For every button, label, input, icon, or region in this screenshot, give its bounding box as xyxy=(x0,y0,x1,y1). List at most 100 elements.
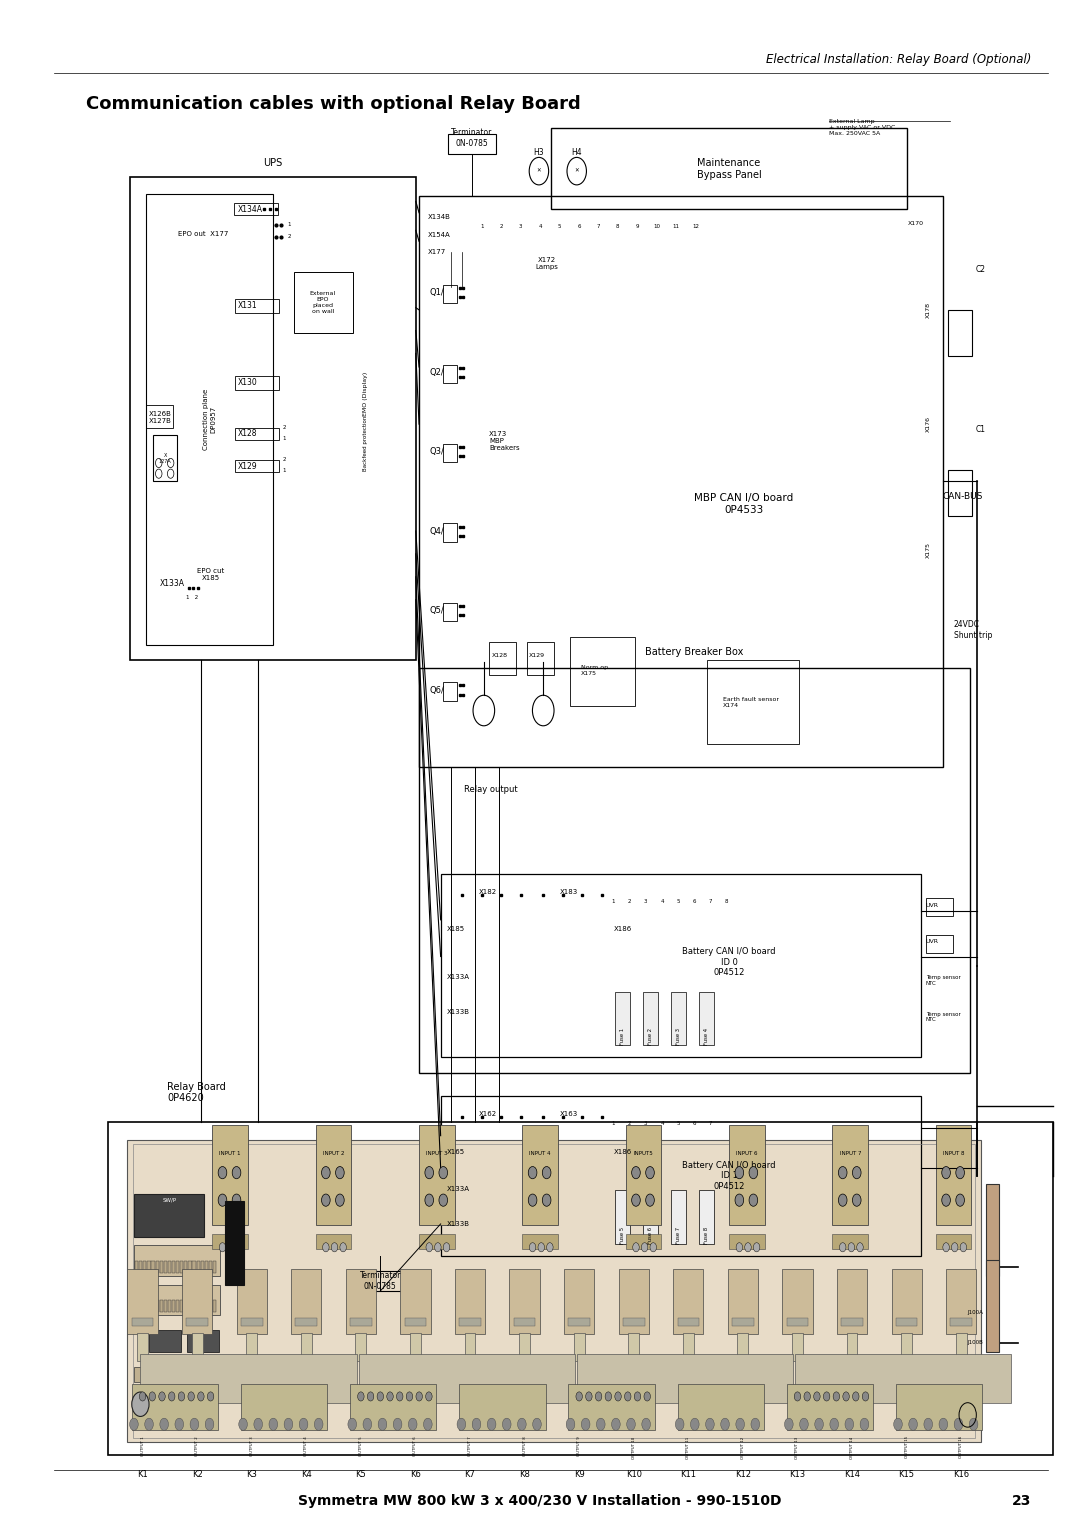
Text: OUTPUT 16: OUTPUT 16 xyxy=(959,1436,963,1458)
Bar xyxy=(185,1300,188,1313)
Bar xyxy=(350,1319,372,1326)
Bar xyxy=(208,1300,212,1313)
Circle shape xyxy=(626,1418,635,1430)
Text: Battery CAN I/O board
ID 0
0P4512: Battery CAN I/O board ID 0 0P4512 xyxy=(683,947,775,976)
Bar xyxy=(625,1125,661,1224)
Bar xyxy=(130,177,416,660)
Circle shape xyxy=(178,1392,185,1401)
Text: X128: X128 xyxy=(238,429,257,439)
Text: 6: 6 xyxy=(577,225,581,229)
Text: INPUT 6: INPUT 6 xyxy=(737,1151,758,1155)
Bar xyxy=(147,1261,150,1273)
Text: Fuse 8: Fuse 8 xyxy=(704,1227,708,1244)
Text: INPUT 4: INPUT 4 xyxy=(529,1151,551,1155)
Bar xyxy=(443,524,457,542)
Bar xyxy=(176,1261,179,1273)
Text: X129: X129 xyxy=(529,652,545,659)
Bar xyxy=(127,1140,981,1442)
Bar xyxy=(212,1125,248,1224)
Circle shape xyxy=(956,1193,964,1206)
Circle shape xyxy=(188,1392,194,1401)
Text: Q5/: Q5/ xyxy=(430,607,445,616)
Text: Q3/: Q3/ xyxy=(430,448,445,457)
Bar xyxy=(192,1334,203,1361)
Bar xyxy=(167,1261,171,1273)
Text: X178: X178 xyxy=(927,303,931,318)
Text: OUTPUT 11: OUTPUT 11 xyxy=(686,1436,690,1459)
Bar xyxy=(699,992,714,1045)
Bar xyxy=(225,1201,244,1285)
Bar xyxy=(986,1184,999,1276)
Text: 7: 7 xyxy=(708,1120,713,1126)
Circle shape xyxy=(823,1392,829,1401)
Bar xyxy=(519,1334,530,1361)
Bar xyxy=(144,1300,147,1313)
Bar xyxy=(707,660,799,744)
Text: K9: K9 xyxy=(573,1470,584,1479)
Circle shape xyxy=(205,1418,214,1430)
Circle shape xyxy=(833,1392,839,1401)
Bar xyxy=(443,365,457,384)
Bar xyxy=(683,1334,693,1361)
Circle shape xyxy=(644,1392,650,1401)
Text: K12: K12 xyxy=(734,1470,751,1479)
Circle shape xyxy=(367,1392,374,1401)
Bar xyxy=(139,1300,143,1313)
Bar xyxy=(108,1122,1053,1455)
Text: X165: X165 xyxy=(447,1149,465,1155)
Circle shape xyxy=(852,1392,859,1401)
Bar xyxy=(315,1125,351,1224)
Text: 1: 1 xyxy=(480,225,484,229)
Bar xyxy=(510,1270,540,1334)
Text: 4: 4 xyxy=(660,1120,664,1126)
Bar xyxy=(213,1300,216,1313)
Bar xyxy=(729,1233,765,1248)
Bar xyxy=(459,1319,481,1326)
Bar xyxy=(946,1270,976,1334)
Bar xyxy=(132,1384,218,1430)
Bar xyxy=(192,1261,195,1273)
Circle shape xyxy=(720,1418,729,1430)
Bar xyxy=(956,1334,967,1361)
Circle shape xyxy=(145,1418,153,1430)
Bar xyxy=(197,1300,200,1313)
Bar xyxy=(935,1233,972,1248)
Text: H4: H4 xyxy=(571,148,582,157)
Text: 1: 1 xyxy=(611,898,616,905)
Bar xyxy=(134,1366,177,1381)
Text: Relay Board
0P4620: Relay Board 0P4620 xyxy=(167,1082,226,1103)
Text: K16: K16 xyxy=(954,1470,969,1479)
Bar xyxy=(197,1261,200,1273)
Text: OUTPUT 13: OUTPUT 13 xyxy=(796,1436,799,1459)
Bar xyxy=(246,1334,257,1361)
Bar xyxy=(137,1334,148,1361)
Bar xyxy=(356,1271,404,1291)
Text: C1: C1 xyxy=(975,425,985,434)
Circle shape xyxy=(219,1242,226,1251)
Text: K8: K8 xyxy=(519,1470,530,1479)
Bar xyxy=(895,1384,982,1430)
Circle shape xyxy=(737,1242,743,1251)
Bar xyxy=(294,272,353,333)
Bar xyxy=(405,1319,427,1326)
Bar xyxy=(523,1125,558,1224)
Text: MBP CAN I/O board
0P4533: MBP CAN I/O board 0P4533 xyxy=(694,494,794,515)
Text: X182: X182 xyxy=(478,889,497,895)
Circle shape xyxy=(487,1418,496,1430)
Bar xyxy=(134,1245,220,1276)
Text: 1: 1 xyxy=(282,468,286,474)
Bar xyxy=(140,1354,356,1403)
Text: 10: 10 xyxy=(653,225,660,229)
Circle shape xyxy=(323,1242,329,1251)
Bar xyxy=(187,1331,219,1352)
Circle shape xyxy=(745,1242,752,1251)
Text: ✕: ✕ xyxy=(575,168,579,174)
Circle shape xyxy=(502,1418,511,1430)
Text: 5: 5 xyxy=(676,1120,680,1126)
Text: K2: K2 xyxy=(192,1470,203,1479)
Circle shape xyxy=(438,1166,447,1178)
Circle shape xyxy=(632,1166,640,1178)
Text: Fuse 7: Fuse 7 xyxy=(676,1227,680,1244)
Text: 12: 12 xyxy=(692,225,699,229)
Bar xyxy=(187,1319,208,1326)
